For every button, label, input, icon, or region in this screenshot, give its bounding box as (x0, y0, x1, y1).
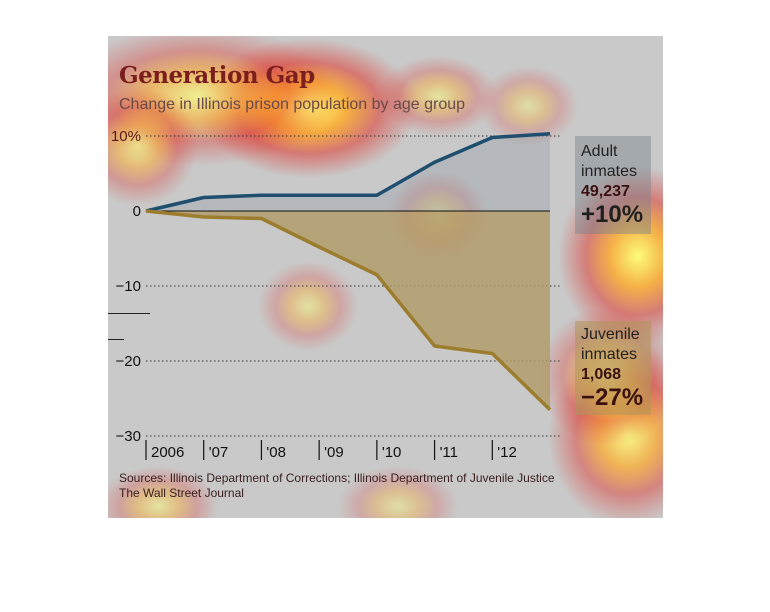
y-tick-label: −10 (116, 278, 141, 295)
y-tick-label: −30 (116, 428, 141, 445)
chart-panel: 10% 0 −10 −20 −30 2006 '07 '08 '09 '10 '11 '12 Gene… (108, 36, 663, 518)
x-tick-label: '11 (440, 444, 458, 461)
chart-svg: 10% 0 −10 −20 −30 2006 '07 '08 '09 '10 '11 '12 (111, 128, 560, 461)
adult-line (145, 132, 551, 213)
adult-area (146, 133, 550, 211)
x-tick-label: 2006 (151, 444, 184, 461)
adult-callout: Adult inmates 49,237 +10% (575, 136, 651, 234)
x-tick-label: '10 (382, 444, 402, 461)
juvenile-count: 1,068 (581, 366, 622, 383)
publisher-line: The Wall Street Journal (119, 486, 244, 500)
juvenile-callout: Juvenile inmates 1,068 −27% (575, 321, 651, 415)
y-tick-label: −20 (116, 353, 141, 370)
sources-note: Sources: Illinois Department of Correcti… (119, 471, 555, 501)
sources-line: Sources: Illinois Department of Correcti… (119, 471, 555, 485)
x-tick-label: '08 (266, 444, 286, 461)
x-tick-label: '07 (209, 444, 229, 461)
adult-count: 49,237 (581, 183, 630, 200)
y-tick-label: 10% (111, 128, 141, 145)
margin-rule (108, 313, 150, 314)
adult-label-line2: inmates (581, 163, 638, 180)
adult-change: +10% (581, 201, 644, 228)
adult-label-line1: Adult (581, 143, 618, 160)
y-tick-label: 0 (133, 203, 141, 220)
juvenile-label-line2: inmates (581, 346, 638, 363)
juvenile-line (145, 209, 552, 412)
x-tick-label: '09 (324, 444, 344, 461)
juvenile-change: −27% (581, 384, 644, 411)
chart-subtitle: Change in Illinois prison population by … (119, 96, 466, 113)
x-tick-label: '12 (497, 444, 517, 461)
chart-title: Generation Gap (119, 62, 315, 89)
juvenile-area (146, 211, 550, 410)
juvenile-label-line1: Juvenile (581, 326, 640, 343)
margin-rule (108, 339, 124, 340)
